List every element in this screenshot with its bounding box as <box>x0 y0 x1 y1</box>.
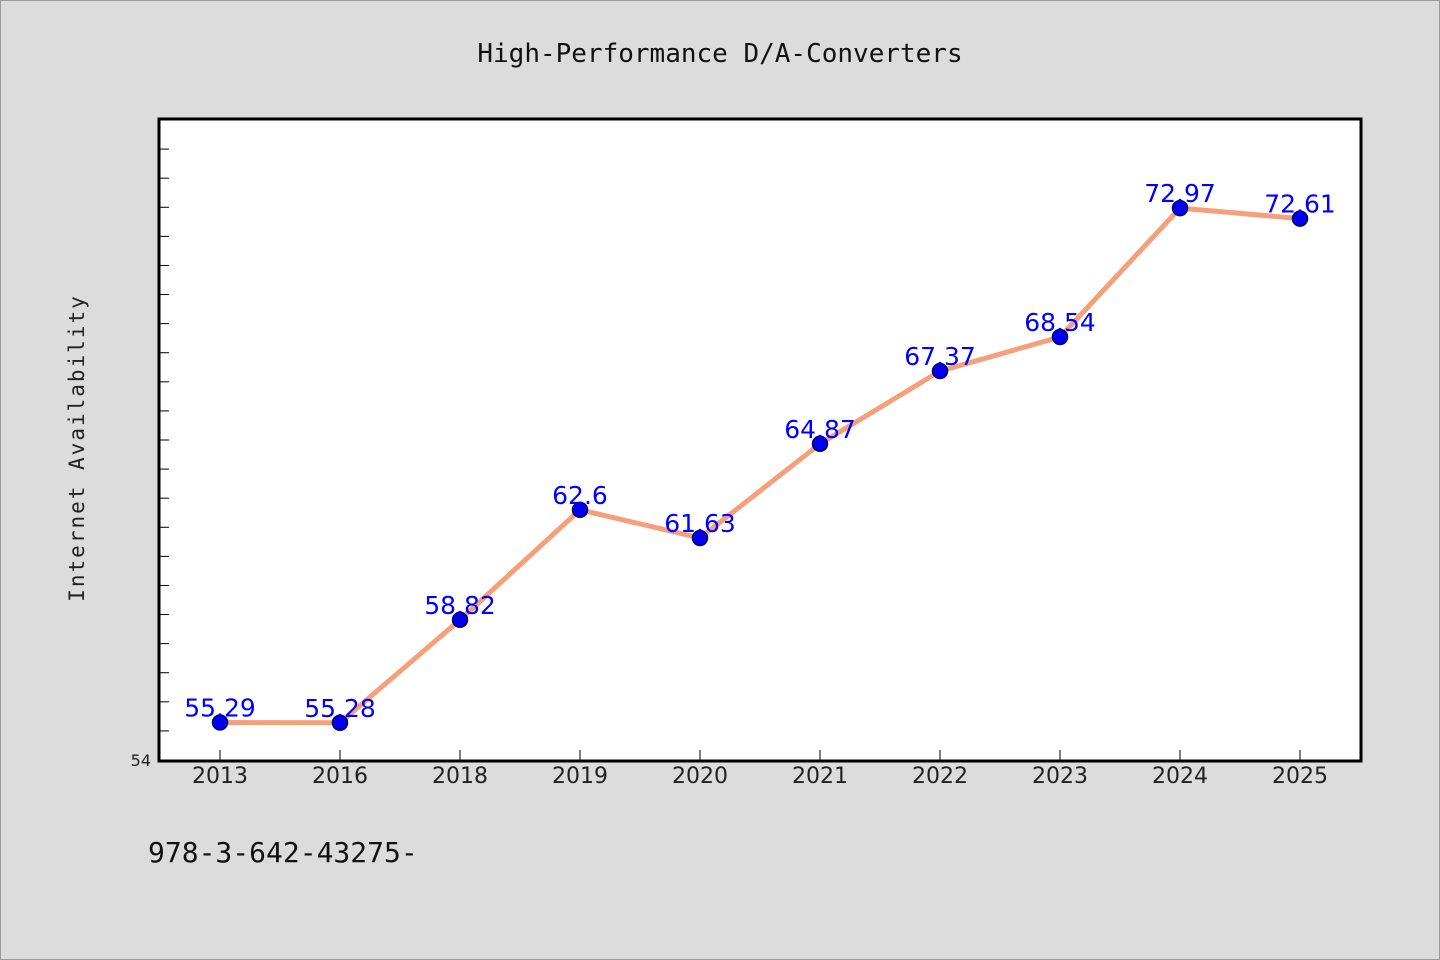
x-tick-label: 2022 <box>912 764 968 789</box>
data-markers <box>211 199 1309 732</box>
data-label: 67.37 <box>904 342 976 371</box>
series-line-group <box>217 205 1303 726</box>
footnote: 978-3-642-43275- <box>148 836 418 869</box>
data-point-marker <box>1291 210 1309 227</box>
data-label: 64.87 <box>784 415 856 444</box>
data-point-marker <box>211 714 229 731</box>
data-labels: 55.29 55.28 58.82 62.6 61.63 64.87 67.37 68.54 7… <box>184 179 1336 723</box>
data-point-marker <box>571 501 589 519</box>
data-label: 62.6 <box>552 481 608 510</box>
x-axis-ticks <box>219 750 1301 760</box>
data-point-marker <box>1051 328 1069 346</box>
data-label: 61.63 <box>664 509 736 538</box>
y-axis-label: Internet Availability <box>65 294 89 602</box>
x-tick-label: 2019 <box>552 764 608 789</box>
x-tick-labels: 2013 2016 2018 2019 2020 2021 2022 2023 2024 2025 <box>192 764 1328 789</box>
data-label: 55.29 <box>184 693 256 722</box>
x-tick-label: 2016 <box>312 764 368 789</box>
data-label: 72.97 <box>1144 179 1216 208</box>
series-line <box>217 205 1303 726</box>
data-point-marker <box>811 435 829 453</box>
x-tick-label: 2013 <box>192 764 248 789</box>
data-label: 55.28 <box>304 694 376 723</box>
y-axis-ticks <box>160 148 169 732</box>
chart-title: High-Performance D/A-Converters <box>477 39 962 69</box>
data-point-marker <box>451 611 469 629</box>
x-tick-label: 2021 <box>792 764 848 789</box>
data-label: 68.54 <box>1024 308 1096 337</box>
x-tick-label: 2020 <box>672 764 728 789</box>
data-point-marker <box>931 362 949 380</box>
x-tick-label: 2025 <box>1272 764 1328 789</box>
data-point-marker <box>331 714 349 732</box>
data-point-marker <box>1171 199 1189 217</box>
data-point-marker <box>691 529 709 547</box>
x-tick-label: 2023 <box>1032 764 1088 789</box>
x-tick-label: 2018 <box>432 764 488 789</box>
data-label: 72.61 <box>1264 190 1336 219</box>
data-label: 58.82 <box>424 591 496 620</box>
x-tick-label: 2024 <box>1152 764 1208 789</box>
y-tick-label-min: 54 <box>131 751 151 770</box>
